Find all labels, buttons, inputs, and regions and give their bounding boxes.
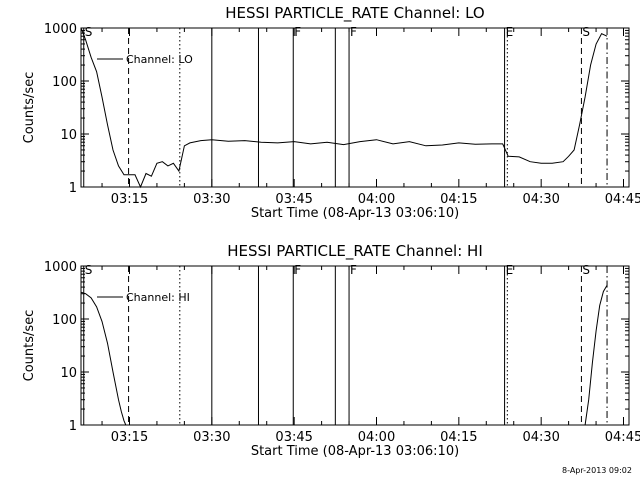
x-tick-label: 03:15 [111, 430, 148, 445]
x-axis-label: Start Time (08-Apr-13 03:06:10) [251, 206, 459, 221]
x-tick-label: 03:30 [193, 192, 230, 207]
y-tick-label: 100 [52, 75, 77, 90]
y-tick-label: 1000 [44, 260, 77, 275]
chart-title: HESSI PARTICLE_RATE Channel: LO [225, 4, 484, 23]
event-marker-label: E [506, 263, 514, 277]
y-tick-label: 1000 [44, 22, 77, 37]
event-marker-label: E [506, 25, 514, 39]
y-tick-label: 1 [69, 181, 77, 196]
x-tick-label: 03:30 [193, 430, 230, 445]
event-marker-label: S [85, 263, 93, 277]
y-axis-label: Counts/sec [22, 310, 37, 382]
x-tick-label: 03:15 [111, 192, 148, 207]
footer-date: 8-Apr-2013 09:02 [562, 466, 632, 475]
x-tick-label: 04:45 [605, 430, 640, 445]
x-tick-label: 04:00 [358, 430, 395, 445]
event-marker-label: F [350, 25, 357, 39]
data-series-line [80, 27, 608, 189]
event-marker-label: F [350, 263, 357, 277]
x-tick-label: 04:15 [440, 430, 477, 445]
y-tick-label: 10 [60, 128, 77, 143]
event-marker-label: S [582, 263, 590, 277]
plot-frame [80, 27, 630, 188]
y-tick-label: 10 [60, 366, 77, 381]
x-tick-label: 04:00 [358, 192, 395, 207]
y-axis-label: Counts/sec [22, 72, 37, 144]
y-tick-label: 1 [69, 419, 77, 434]
x-tick-label: 03:45 [275, 430, 312, 445]
event-marker-label: F [294, 25, 301, 39]
x-tick-label: 03:45 [275, 192, 312, 207]
legend-entry: Channel: HI [126, 291, 190, 304]
data-series-line [80, 291, 127, 426]
data-series-line [584, 285, 608, 426]
x-tick-label: 04:15 [440, 192, 477, 207]
y-tick-label: 100 [52, 313, 77, 328]
x-tick-label: 04:30 [522, 192, 559, 207]
x-axis-label: Start Time (08-Apr-13 03:06:10) [251, 444, 459, 459]
x-tick-label: 04:45 [605, 192, 640, 207]
x-tick-label: 04:30 [522, 430, 559, 445]
event-marker-label: S [582, 25, 590, 39]
plot-frame [80, 265, 630, 426]
event-marker-label: F [294, 263, 301, 277]
event-marker-label: S [85, 25, 93, 39]
chart-title: HESSI PARTICLE_RATE Channel: HI [227, 242, 483, 261]
legend-entry: Channel: LO [126, 53, 193, 66]
